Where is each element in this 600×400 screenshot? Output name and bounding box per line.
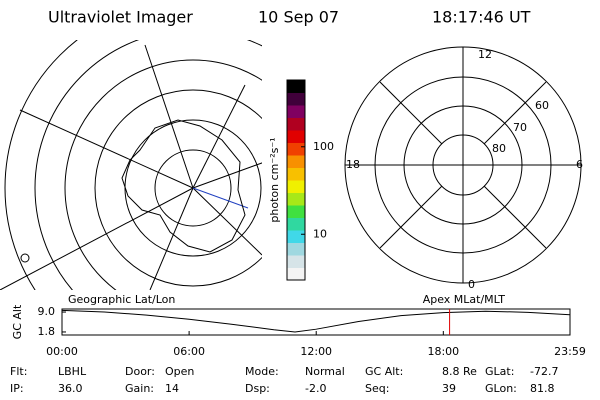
colorbar-swatch bbox=[287, 105, 305, 118]
footer-label: GLat: bbox=[485, 365, 514, 378]
colorbar-swatch bbox=[287, 155, 305, 168]
colorbar-swatch bbox=[287, 217, 305, 231]
timeline-ylabel: GC Alt bbox=[11, 304, 24, 339]
colorbar-tick-label: 10 bbox=[313, 227, 327, 240]
footer-label: Dsp: bbox=[245, 382, 270, 395]
footer-label: GC Alt: bbox=[365, 365, 403, 378]
footer-value: 14 bbox=[165, 382, 179, 395]
footer-value: LBHL bbox=[58, 365, 87, 378]
colorbar-swatch bbox=[287, 167, 305, 181]
colorbar-frame bbox=[286, 79, 306, 281]
y-tick-label: 9.0 bbox=[38, 305, 56, 318]
colorbar-swatch bbox=[287, 117, 305, 131]
polar-ring-label: 60 bbox=[535, 99, 549, 112]
footer-label: IP: bbox=[10, 382, 24, 395]
footer-value: 81.8 bbox=[530, 382, 555, 395]
polar-label: 6 bbox=[576, 158, 583, 171]
timeline-right-title: Apex MLat/MLT bbox=[423, 293, 506, 306]
timeline: 9.0 1.8 00:00 06:00 12:00 18:00 23:59 bbox=[38, 305, 586, 358]
map bbox=[0, 40, 262, 290]
time: 18:17:46 UT bbox=[432, 8, 531, 27]
altitude-line bbox=[61, 309, 571, 333]
colorbar-swatch bbox=[287, 180, 305, 193]
colorbar-swatch bbox=[287, 255, 305, 268]
footer-value: -72.7 bbox=[530, 365, 558, 378]
colorbar-label: photon cm⁻²s⁻¹ bbox=[268, 137, 281, 222]
polar-ring-label: 80 bbox=[492, 142, 506, 155]
x-tick-label: 06:00 bbox=[173, 345, 205, 358]
x-tick-label: 23:59 bbox=[554, 345, 586, 358]
colorbar-swatch bbox=[287, 267, 305, 281]
title: Ultraviolet Imager bbox=[48, 8, 193, 27]
polar-grid bbox=[344, 46, 582, 284]
footer-label: Gain: bbox=[125, 382, 154, 395]
footer-value: 8.8 Re bbox=[442, 365, 477, 378]
polar-ring-label: 70 bbox=[513, 121, 527, 134]
polar-label: 12 bbox=[478, 48, 492, 61]
colorbar-swatch bbox=[287, 230, 305, 243]
colorbar-swatch bbox=[287, 242, 305, 256]
footer-label: Seq: bbox=[365, 382, 389, 395]
footer-label: Mode: bbox=[245, 365, 279, 378]
polar-label: 18 bbox=[346, 158, 360, 171]
footer-value: Normal bbox=[305, 365, 345, 378]
colorbar-swatch bbox=[287, 130, 305, 143]
polar-label: 0 bbox=[468, 278, 475, 291]
footer-value: Open bbox=[165, 365, 194, 378]
date: 10 Sep 07 bbox=[258, 8, 339, 27]
footer-label: GLon: bbox=[485, 382, 517, 395]
footer: Flt: LBHL Door: Open Mode: Normal GC Alt: 8.8 R… bbox=[10, 365, 558, 395]
y-tick-label: 1.8 bbox=[38, 325, 56, 338]
x-tick-label: 18:00 bbox=[427, 345, 459, 358]
colorbar-swatch bbox=[287, 142, 305, 156]
footer-label: Flt: bbox=[10, 365, 27, 378]
footer-label: Door: bbox=[125, 365, 155, 378]
timeline-left-title: Geographic Lat/Lon bbox=[68, 293, 175, 306]
footer-value: 36.0 bbox=[58, 382, 83, 395]
footer-value: 39 bbox=[442, 382, 456, 395]
x-tick-label: 00:00 bbox=[46, 345, 78, 358]
colorbar-swatch bbox=[287, 92, 305, 106]
colorbar: 10 100 bbox=[286, 79, 334, 281]
colorbar-swatch bbox=[287, 192, 305, 206]
footer-value: -2.0 bbox=[305, 382, 326, 395]
colorbar-tick-label: 100 bbox=[313, 140, 334, 153]
x-tick-label: 12:00 bbox=[300, 345, 332, 358]
colorbar-swatch bbox=[287, 80, 305, 93]
colorbar-swatch bbox=[287, 205, 305, 218]
